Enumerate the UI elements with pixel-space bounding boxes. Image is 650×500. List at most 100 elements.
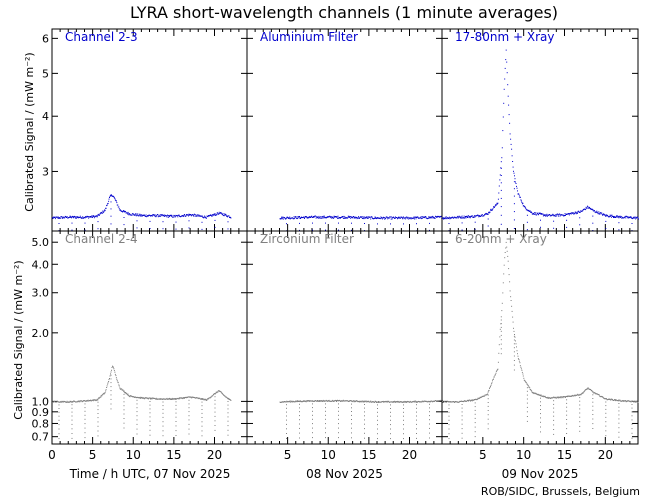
data-point [630,217,632,219]
data-point [461,428,463,430]
data-point [470,400,472,402]
data-point [179,398,181,400]
data-point [484,395,486,397]
data-point [111,369,112,371]
data-point [398,217,400,219]
data-point [419,217,421,219]
data-point [84,403,86,405]
data-point [123,413,125,415]
data-point [553,407,555,409]
data-point [230,399,232,401]
data-point [547,397,549,399]
data-point [377,428,378,430]
data-point [377,415,378,417]
data-point [356,216,357,218]
data-point [502,130,504,132]
data-point [194,214,196,216]
data-point [467,217,468,218]
data-point [519,196,521,198]
data-point [313,216,315,217]
data-point [80,216,82,218]
data-point [580,394,582,396]
data-point [174,398,176,400]
data-point [123,401,125,403]
data-point [315,215,317,217]
data-point [185,215,187,217]
data-point [531,390,533,392]
data-point [362,216,364,218]
data-point [84,410,86,412]
data-point [631,415,633,417]
data-point [416,407,417,409]
data-point [592,428,594,429]
data-point [586,207,588,209]
data-point [221,392,223,394]
data-point [469,399,471,401]
data-point [84,229,86,231]
data-point [138,397,140,398]
data-point [516,346,517,348]
data-point [570,395,572,397]
data-point [175,421,177,422]
data-point [97,399,99,401]
data-point [488,211,490,213]
data-point [343,217,345,219]
data-point [188,220,190,222]
data-point [312,427,313,429]
data-point [92,399,94,401]
data-point [480,215,482,217]
data-point [487,225,489,227]
data-point [534,392,536,394]
data-point [500,353,502,355]
data-point [201,215,203,217]
data-point [162,405,164,407]
data-point [354,401,356,403]
data-point [201,228,203,230]
data-point [227,221,229,223]
data-point [390,419,391,421]
data-point [319,400,321,401]
data-point [148,215,149,217]
data-point [139,396,141,398]
data-point [448,408,450,409]
data-point [537,393,539,395]
data-point [182,216,184,217]
data-point [73,217,74,219]
data-point [619,215,621,217]
data-point [618,436,620,438]
y-tick-label: 4 [42,110,49,123]
data-point [390,428,391,430]
data-point [501,157,503,159]
data-point [629,217,631,218]
data-point [413,216,415,218]
data-point [57,217,59,219]
data-point [71,433,73,434]
data-point [149,404,151,406]
data-point [579,430,581,432]
data-point [79,216,81,218]
data-point [618,422,620,424]
data-point [503,264,505,266]
data-point [557,213,559,215]
data-point [535,212,537,214]
data-point [575,212,577,214]
data-point [579,397,581,399]
data-point [365,217,367,219]
data-point [553,419,555,421]
data-point [494,205,496,207]
data-point [364,428,365,430]
data-point [208,398,209,400]
data-point [514,334,515,335]
data-point [511,148,513,150]
data-point [486,213,488,215]
data-point [437,400,439,402]
data-point [405,401,407,403]
data-point [115,377,117,379]
data-point [325,399,327,401]
data-point [377,401,379,403]
data-point [461,419,463,421]
data-point [214,215,216,216]
data-point [526,398,528,400]
data-point [128,395,130,397]
data-point [317,400,318,401]
